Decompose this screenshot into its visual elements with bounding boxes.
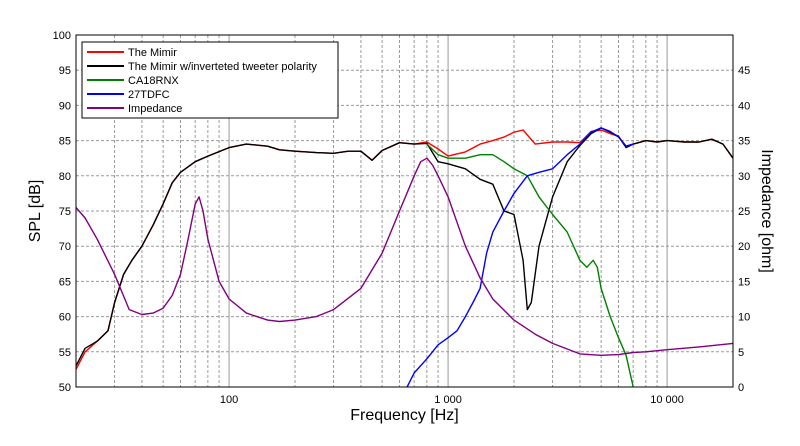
legend-entry: Impedance	[128, 103, 182, 115]
y-tick-label: 90	[59, 100, 71, 112]
legend-entry: The Mimir w/inverteted tweeter polarity	[128, 61, 317, 73]
y-tick-label: 80	[59, 171, 71, 183]
series-line-ca18rnx	[426, 143, 634, 388]
x-axis-title: Frequency [Hz]	[350, 407, 458, 424]
y2-tick-label: 30	[738, 171, 750, 183]
y-tick-labels: 50 55 60 65 70 75 80 85 90 95 100	[53, 30, 71, 394]
y-tick-label: 60	[59, 312, 71, 324]
y-tick-label: 50	[59, 382, 71, 394]
y-tick-label: 85	[59, 136, 71, 148]
y2-tick-label: 40	[738, 100, 750, 112]
x-tick-label: 1 000	[434, 394, 462, 406]
x-tick-label: 100	[220, 394, 238, 406]
legend-entry: The Mimir	[128, 47, 177, 59]
y2-tick-label: 5	[738, 347, 744, 359]
y2-tick-label: 15	[738, 276, 750, 288]
series-line-impedance	[75, 157, 734, 356]
y2-tick-label: 25	[738, 206, 750, 218]
y2-tick-label: 45	[738, 65, 750, 77]
plot-frame	[75, 34, 734, 388]
y2-axis-title: Impedance [ohm]	[758, 149, 775, 273]
x-tick-label: 10 000	[650, 394, 684, 406]
y2-tick-label: 0	[738, 382, 744, 394]
y-tick-label: 75	[59, 206, 71, 218]
legend-entry: CA18RNX	[128, 75, 179, 87]
y2-tick-labels: 0 5 10 15 20 25 30 35 40 45	[738, 65, 750, 394]
grid	[75, 35, 734, 387]
series-layer	[75, 127, 734, 388]
y2-tick-label: 35	[738, 136, 750, 148]
y-tick-label: 70	[59, 241, 71, 253]
y-axis-title: SPL [dB]	[27, 180, 44, 243]
y-tick-label: 95	[59, 65, 71, 77]
legend-entry: 27TDFC	[128, 89, 170, 101]
y-tick-label: 55	[59, 347, 71, 359]
series-line-27tdfc	[406, 127, 634, 388]
y2-tick-label: 10	[738, 312, 750, 324]
legend: The Mimir The Mimir w/inverteted tweeter …	[81, 41, 339, 119]
legend-box	[81, 41, 339, 119]
y-tick-label: 100	[53, 30, 71, 42]
x-tick-labels: 100 1 000 10 000	[220, 394, 684, 406]
y-tick-label: 65	[59, 276, 71, 288]
y2-tick-label: 20	[738, 241, 750, 253]
